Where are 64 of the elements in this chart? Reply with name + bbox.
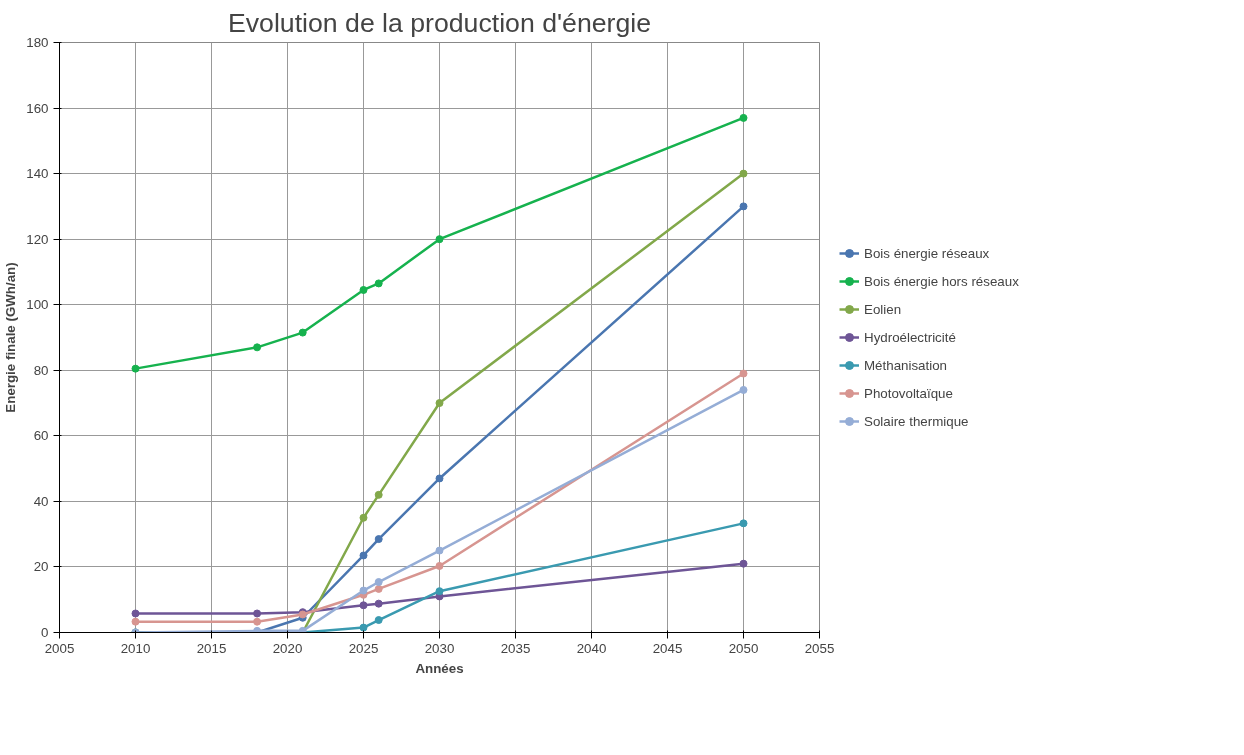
y-tick-label: 80 (33, 362, 49, 378)
point (359, 513, 368, 522)
y-tick-label: 140 (26, 166, 49, 182)
point (739, 113, 748, 122)
y-tick-label: 100 (26, 297, 49, 313)
point (131, 617, 140, 626)
point (435, 474, 444, 483)
x-tick-label: 2055 (804, 640, 835, 656)
point (131, 364, 140, 373)
y-tick-label: 180 (26, 35, 49, 50)
x-tick-label: 2015 (196, 640, 227, 656)
point (374, 490, 383, 499)
x-axis-title: Années (415, 660, 464, 676)
point (435, 587, 444, 596)
x-tick-label: 2035 (500, 640, 531, 656)
legend-label: Méthanisation (864, 357, 947, 373)
x-tick-label: 2040 (576, 640, 607, 656)
y-tick-label: 60 (33, 428, 49, 444)
x-tick-label: 2020 (272, 640, 303, 656)
y-tick-label: 0 (41, 625, 49, 640)
y-axis-title: Energie finale (GWh/an) (3, 262, 19, 413)
legend-label: Solaire thermique (864, 413, 969, 429)
y-tick-label: 20 (33, 559, 49, 575)
point (435, 399, 444, 408)
y-tick-label: 120 (26, 231, 49, 247)
y-tick-label: 160 (26, 100, 49, 116)
point (131, 609, 140, 618)
point (435, 561, 444, 570)
point (739, 519, 748, 528)
point (374, 599, 383, 608)
chart-title: Evolution de la production d'énergie (228, 7, 651, 38)
x-tick-label: 2030 (424, 640, 455, 656)
point (359, 601, 368, 610)
point (374, 578, 383, 587)
point (298, 328, 307, 337)
point (435, 546, 444, 555)
legend-label: Eolien (864, 301, 902, 317)
x-tick-label: 2050 (728, 640, 759, 656)
point (739, 202, 748, 211)
legend-label: Bois énergie hors réseaux (864, 273, 1019, 289)
point (253, 343, 262, 352)
legend-label: Bois énergie réseaux (864, 245, 990, 261)
y-tick-label: 40 (33, 493, 49, 509)
legend-label: Hydroélectricité (864, 329, 956, 345)
point (359, 623, 368, 632)
point (359, 285, 368, 294)
legend-label: Photovoltaïque (864, 385, 953, 401)
point (359, 551, 368, 560)
point (374, 535, 383, 544)
x-tick-label: 2010 (120, 640, 151, 656)
x-tick-label: 2005 (44, 640, 75, 656)
point (253, 609, 262, 618)
point (739, 385, 748, 394)
x-tick-label: 2025 (348, 640, 379, 656)
point (374, 584, 383, 593)
point (739, 169, 748, 178)
point (739, 369, 748, 378)
point (739, 559, 748, 568)
point (253, 617, 262, 626)
point (359, 586, 368, 595)
point (374, 616, 383, 625)
point (374, 279, 383, 288)
point (435, 235, 444, 244)
x-tick-label: 2045 (652, 640, 683, 656)
